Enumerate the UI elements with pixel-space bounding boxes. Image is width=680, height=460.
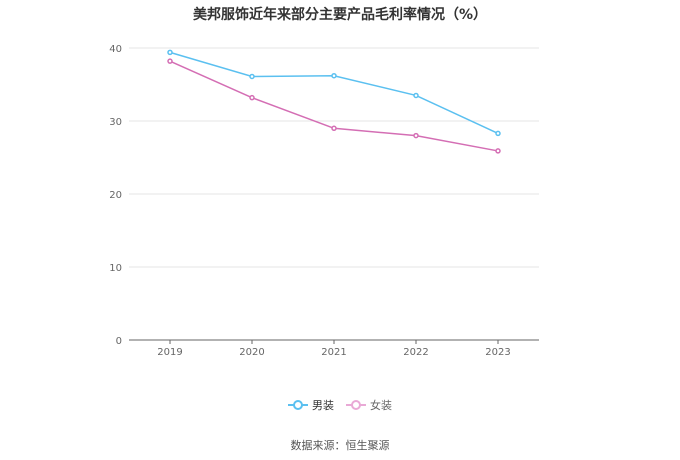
y-tick-label: 30 (109, 117, 122, 128)
x-tick-label: 2020 (239, 347, 264, 358)
data-point (167, 49, 173, 56)
data-point (413, 92, 419, 99)
y-tick-label: 0 (116, 336, 122, 347)
legend-item-menswear[interactable]: 男装 (288, 397, 334, 413)
data-point (495, 130, 501, 137)
x-tick-label: 2022 (403, 347, 428, 358)
x-tick-label: 2021 (321, 347, 346, 358)
data-point (331, 125, 337, 132)
data-point (331, 72, 337, 79)
legend-marker-menswear-icon (288, 400, 308, 410)
y-tick-label: 10 (109, 263, 122, 274)
data-point (413, 132, 419, 139)
data-point (495, 148, 501, 154)
y-tick-label: 20 (109, 190, 122, 201)
data-point (249, 73, 255, 80)
chart-title: 美邦服饰近年来部分主要产品毛利率情况（%） (192, 7, 488, 23)
data-point (249, 94, 255, 101)
legend-item-womenswear[interactable]: 女装 (346, 397, 392, 413)
legend-marker-womenswear-icon (346, 400, 366, 410)
data-point (167, 58, 173, 64)
x-tick-label: 2019 (157, 347, 182, 358)
legend: 男装 女装 (0, 397, 680, 413)
y-tick-label: 40 (109, 44, 122, 55)
legend-label-menswear: 男装 (312, 399, 334, 412)
legend-label-womenswear: 女装 (370, 399, 392, 412)
x-tick-label: 2023 (485, 347, 510, 358)
data-source-note: 数据来源：恒生聚源 (290, 439, 390, 452)
